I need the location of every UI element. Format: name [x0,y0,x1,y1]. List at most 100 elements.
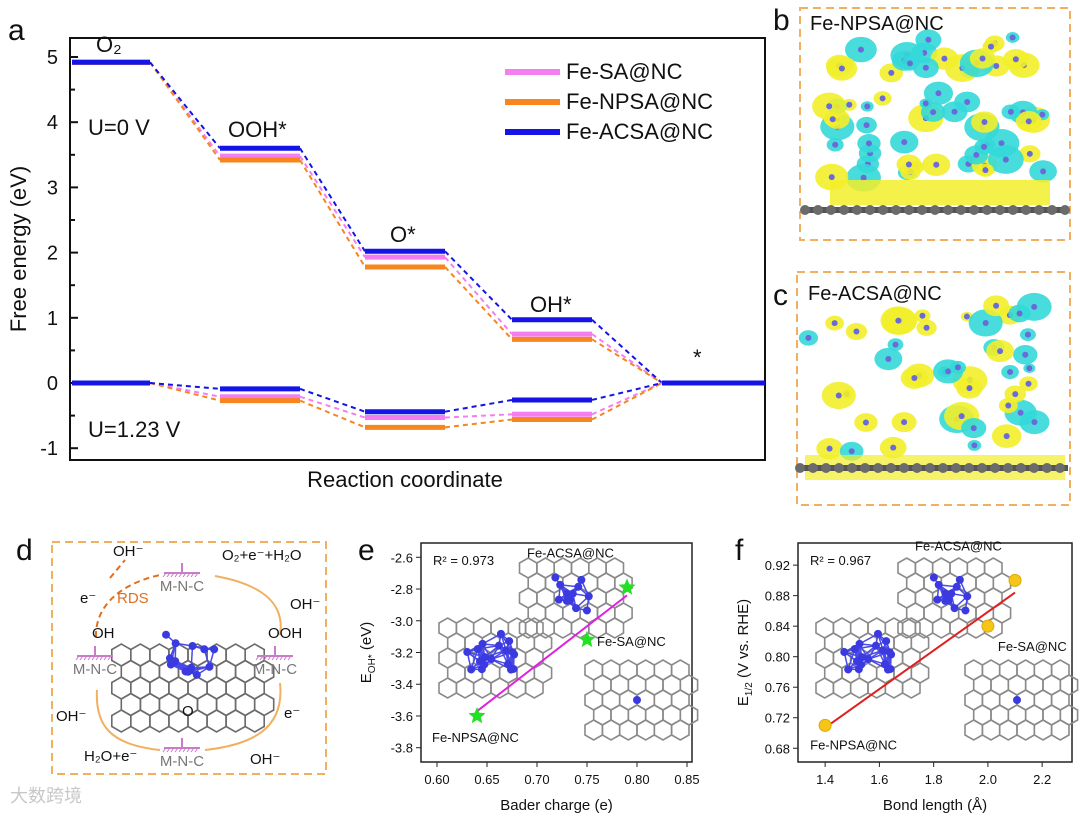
site-hatch [186,747,191,753]
site-hatch [170,572,175,578]
fe-atom [1013,696,1021,704]
site-hatch [107,655,112,661]
fe-atom [162,630,171,639]
connector-fe-acsa@nc [591,319,663,384]
step-label-star: * [693,345,702,370]
site-mnc-top: M-N-C [160,578,204,595]
y-tick-label: -3.0 [391,614,413,629]
carbon-ring [1033,719,1053,741]
fe-atom [971,442,978,449]
fe-atom [929,573,938,582]
carbon-ring [149,709,170,733]
carbon-ring [455,677,475,699]
fe-atom [184,667,193,676]
data-point-sphere [818,718,832,732]
fe-atom [862,419,869,426]
carbon-ring [653,719,673,741]
carbon-atom [899,463,909,473]
fe-atom [879,95,886,102]
carbon-atom [1016,463,1026,473]
fe-atom [864,655,873,664]
carbon-atom [821,463,831,473]
site-hatch [267,655,272,661]
y-tick-label: -2.8 [391,582,413,597]
fe-atom [970,425,977,432]
fe-atom [1024,331,1031,338]
carbon-atom [813,205,823,215]
carbon-atom [847,463,857,473]
mechanism-label: O₂+e⁻+H₂O [222,547,302,564]
x-tick-label: 0.85 [674,772,699,787]
legend-label: Fe-ACSA@NC [566,119,713,144]
carbon-atom [834,463,844,473]
carbon-atom [1060,205,1070,215]
y-axis-subscript: 1/2 [744,682,755,696]
site-hatch [75,655,80,661]
fe-atom [1007,108,1014,115]
legend-label: Fe-SA@NC [566,59,683,84]
x-tick-label: 2.2 [1033,772,1051,787]
carbon-atom [795,463,805,473]
step-label-oh: OH* [530,292,572,317]
site-hatch [174,572,179,578]
fe-atom [171,639,180,648]
plot-frame [797,542,1073,763]
fe-atom [562,589,571,598]
fe-atom [947,589,956,598]
connector-fe-sa@nc [299,155,366,258]
carbon-atom [964,463,974,473]
r-squared-annotation: R² = 0.967 [810,553,871,568]
panel-label-a: a [8,14,25,47]
carbon-atom [912,463,922,473]
y-tick-label: -2.6 [391,550,413,565]
carbon-atom [995,205,1005,215]
fe-atom [934,580,943,589]
fe-atom [911,374,918,381]
fe-atom [850,644,859,653]
carbon-ring [981,719,1001,741]
carbon-atom [886,463,896,473]
carbon-ring [1050,719,1070,741]
site-hatch [263,655,268,661]
plot-frame [69,37,766,461]
carbon-ring [884,677,904,699]
step-label-ooh: OOH* [228,117,287,142]
fe-atom [473,644,482,653]
mechanism-label: OH⁻ [290,596,320,613]
panel-d-frame [51,541,327,775]
carbon-atom [1008,205,1018,215]
carbon-atom [808,463,818,473]
y-axis-title: EOH* (eV) [358,622,378,683]
x-axis-title: Bond length (Å) [883,797,987,814]
y-tick-label: 0.68 [765,741,790,756]
y-tick-label: -1 [40,438,58,460]
fe-atom [887,650,896,659]
fe-atom [844,665,853,674]
x-tick-label: 0.70 [524,772,549,787]
connector-fe-acsa@nc [299,147,366,252]
fe-atom [1026,150,1033,157]
fe-atom [577,575,586,584]
fe-atom [829,116,836,123]
fe-atom [955,575,964,584]
mechanism-label: O [182,703,194,720]
x-axis-title: Reaction coordinate [307,467,503,492]
fe-atom [863,122,870,129]
site-hatch [194,747,199,753]
fe-atom [831,320,838,327]
connector-fe-sa@nc [149,61,221,157]
fe-atom [1040,168,1047,175]
data-point-star [618,578,636,595]
fe-atom [871,641,880,650]
fe-atom [973,151,980,158]
data-point-sphere [1008,573,1022,587]
fe-atom [565,596,574,605]
y-tick-label: 4 [47,112,58,134]
mechanism-label: e⁻ [284,705,300,722]
carbon-atom [800,205,810,215]
carbon-ring [1016,719,1036,741]
site-hatch [166,747,171,753]
panel-f-scatter: 1.4 1.6 1.8 2.0 2.2 0.92 0.88 0.84 0.80 0.76 0.72 0… [735,538,1079,814]
site-hatch [287,655,292,661]
fe-atom [879,646,888,655]
